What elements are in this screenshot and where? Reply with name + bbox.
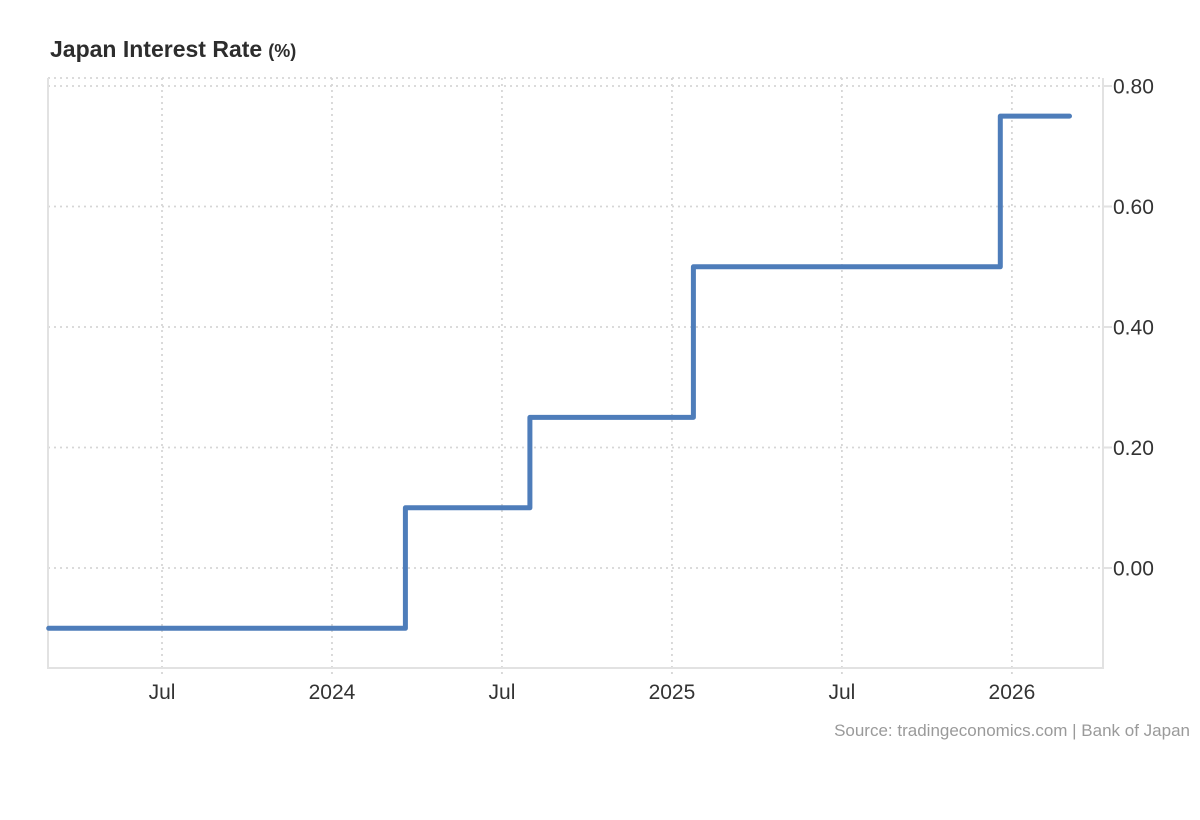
- chart-title-text: Japan Interest Rate: [50, 36, 263, 62]
- x-axis-label: 2025: [649, 681, 696, 704]
- x-axis-label: Jul: [828, 681, 855, 704]
- interest-rate-step-line[interactable]: [46, 113, 1072, 631]
- x-axis-label: Jul: [149, 681, 176, 704]
- y-axis-label: 0.80: [1113, 76, 1154, 99]
- plot-area[interactable]: [48, 78, 1103, 668]
- chart-title: Japan Interest Rate (%): [50, 36, 296, 63]
- x-axis-label: Jul: [489, 681, 516, 704]
- x-axis-label: 2026: [989, 681, 1036, 704]
- y-axis-label: 0.60: [1113, 196, 1154, 219]
- y-axis-label: 0.00: [1113, 558, 1154, 581]
- y-axis-label: 0.20: [1113, 437, 1154, 460]
- source-credit: Source: tradingeconomics.com | Bank of J…: [834, 721, 1190, 740]
- x-axis-label: 2024: [309, 681, 356, 704]
- chart-title-unit: (%): [268, 41, 297, 61]
- y-axis-label: 0.40: [1113, 317, 1154, 340]
